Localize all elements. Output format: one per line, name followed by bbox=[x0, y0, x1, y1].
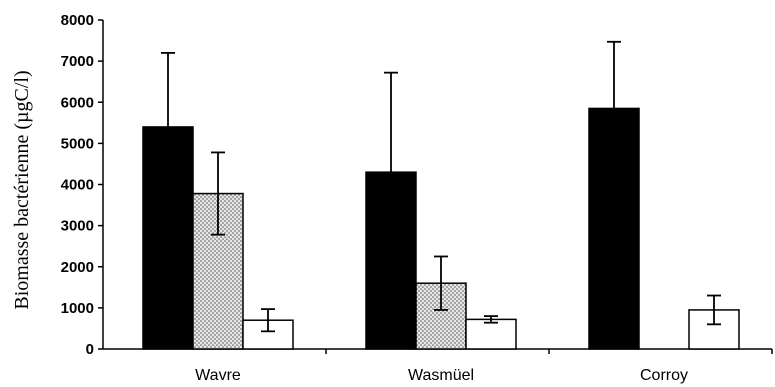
y-tick-label: 7000 bbox=[61, 53, 94, 70]
y-tick-label: 3000 bbox=[61, 218, 94, 235]
y-tick-label: 2000 bbox=[61, 259, 94, 276]
y-tick-label: 5000 bbox=[61, 135, 94, 152]
labels: 0 1000 2000 3000 4000 5000 6000 7000 8000 Wavre Wa… bbox=[61, 12, 688, 384]
y-tick-label: 0 bbox=[86, 341, 94, 358]
x-category-label: Corroy bbox=[640, 367, 688, 384]
error-bars bbox=[161, 40, 721, 333]
x-category-label: Wasmüel bbox=[408, 367, 474, 384]
bars bbox=[142, 107, 740, 350]
y-tick-label: 4000 bbox=[61, 177, 94, 194]
x-category-label: Wavre bbox=[195, 367, 241, 384]
y-tick-label: 1000 bbox=[61, 300, 94, 317]
y-tick-label: 8000 bbox=[61, 12, 94, 29]
y-tick-label: 6000 bbox=[61, 94, 94, 111]
y-axis-title: Biomasse bactérienne (µgC/l) bbox=[11, 70, 33, 309]
bar bbox=[242, 319, 294, 350]
bar bbox=[465, 318, 517, 350]
